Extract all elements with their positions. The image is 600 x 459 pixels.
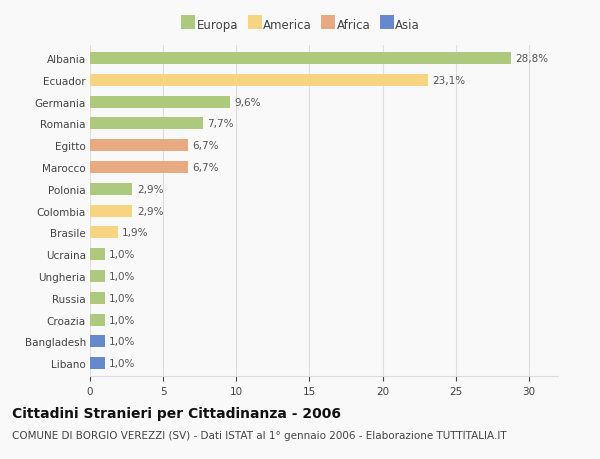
Bar	[90, 336, 104, 347]
Bar	[90, 118, 203, 130]
Text: COMUNE DI BORGIO VEREZZI (SV) - Dati ISTAT al 1° gennaio 2006 - Elaborazione TUT: COMUNE DI BORGIO VEREZZI (SV) - Dati IST…	[12, 431, 506, 441]
Text: 2,9%: 2,9%	[137, 185, 163, 195]
Bar	[90, 205, 133, 217]
Bar	[90, 292, 104, 304]
Text: 6,7%: 6,7%	[193, 141, 219, 151]
Bar	[90, 249, 104, 261]
Text: 2,9%: 2,9%	[137, 206, 163, 216]
Text: 9,6%: 9,6%	[235, 97, 261, 107]
Bar	[90, 227, 118, 239]
Bar	[90, 53, 511, 65]
Text: 1,0%: 1,0%	[109, 250, 136, 260]
Text: 7,7%: 7,7%	[207, 119, 233, 129]
Bar	[90, 314, 104, 326]
Legend: Europa, America, Africa, Asia: Europa, America, Africa, Asia	[176, 14, 425, 37]
Text: 1,9%: 1,9%	[122, 228, 149, 238]
Bar	[90, 75, 428, 87]
Bar	[90, 96, 230, 108]
Bar	[90, 270, 104, 282]
Text: 1,0%: 1,0%	[109, 293, 136, 303]
Text: Cittadini Stranieri per Cittadinanza - 2006: Cittadini Stranieri per Cittadinanza - 2…	[12, 406, 341, 420]
Text: 1,0%: 1,0%	[109, 358, 136, 368]
Text: 1,0%: 1,0%	[109, 336, 136, 347]
Text: 28,8%: 28,8%	[515, 54, 549, 64]
Bar	[90, 184, 133, 196]
Bar	[90, 140, 188, 152]
Bar	[90, 162, 188, 174]
Text: 23,1%: 23,1%	[432, 76, 466, 86]
Text: 6,7%: 6,7%	[193, 162, 219, 173]
Text: 1,0%: 1,0%	[109, 271, 136, 281]
Text: 1,0%: 1,0%	[109, 315, 136, 325]
Bar	[90, 358, 104, 369]
